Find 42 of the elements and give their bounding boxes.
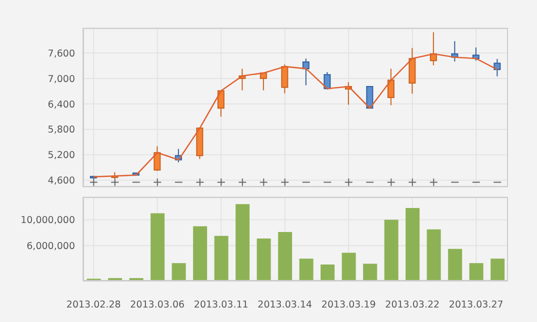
annotation: +	[88, 175, 100, 189]
annotation: −	[448, 175, 461, 189]
y-tick-label: 7,600	[48, 48, 75, 60]
x-tick-label: 2013.03.06	[130, 300, 185, 311]
candlestick	[387, 68, 394, 106]
annotation: −	[470, 175, 482, 189]
y-tick-label: 10,000,000	[20, 215, 75, 226]
annotation: +	[406, 175, 418, 189]
candlestick	[281, 64, 288, 94]
annotation: −	[321, 175, 334, 189]
annotation: +	[215, 175, 228, 189]
annotation: +	[258, 175, 270, 189]
annotation: +	[385, 175, 398, 189]
y-tick-label: 6,000,000	[26, 241, 75, 252]
y-tick-label: 4,600	[48, 176, 75, 187]
x-tick-label: 2013.02.28	[66, 300, 121, 311]
candlestick	[366, 86, 374, 109]
y-tick-label: 5,800	[48, 124, 75, 136]
x-tick-label: 2013.03.27	[448, 300, 504, 311]
candlestick	[302, 58, 310, 86]
x-tick-label: 2013.03.14	[258, 300, 312, 311]
annotation: +	[236, 175, 248, 189]
annotation: +	[151, 175, 164, 189]
annotation: +	[342, 175, 355, 189]
x-tick-label: 2013.03.22	[385, 300, 440, 311]
annotation: +	[194, 175, 206, 189]
annotation: −	[491, 175, 504, 189]
x-tick-label: 2013.03.11	[194, 300, 248, 311]
y-tick-label: 6,400	[48, 99, 75, 110]
annotation: −	[364, 175, 376, 189]
annotation: +	[428, 175, 440, 189]
y-tick-label: 7,000	[48, 74, 75, 85]
candlestick	[494, 58, 501, 77]
y-tick-label: 5,200	[48, 150, 75, 162]
annotation: −	[300, 175, 312, 189]
annotation: −	[130, 175, 142, 189]
annotation: +	[278, 175, 291, 189]
x-tick-label: 2013.03.19	[321, 300, 376, 311]
annotation: −	[172, 175, 185, 189]
candlestick	[154, 146, 161, 172]
annotation: +	[108, 175, 121, 189]
candlestick	[324, 72, 331, 90]
